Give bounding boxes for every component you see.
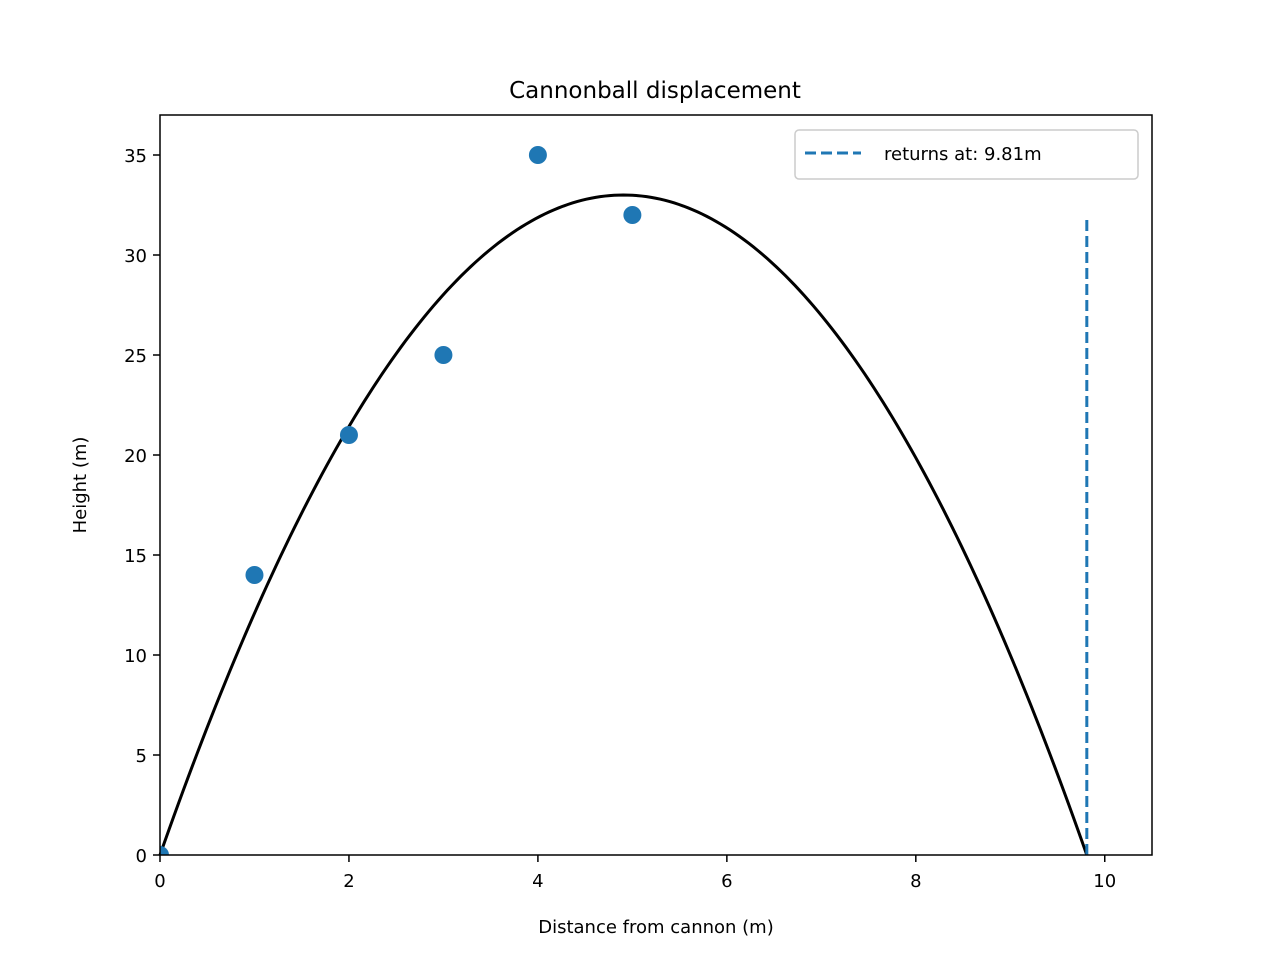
x-tick-label: 6 [721, 871, 732, 892]
y-tick-label: 5 [136, 746, 147, 767]
x-tick-label: 8 [910, 871, 921, 892]
legend: returns at: 9.81m [794, 129, 1139, 180]
y-axis: 0 5 10 15 20 25 30 35 [124, 146, 160, 867]
y-tick-label: 15 [124, 546, 147, 567]
x-axis-label: Distance from cannon (m) [538, 917, 774, 938]
data-point [160, 846, 169, 855]
y-tick-label: 35 [124, 146, 147, 167]
y-axis-label: Height (m) [70, 437, 91, 534]
x-tick-label: 4 [532, 871, 543, 892]
y-tick-label: 20 [124, 446, 147, 467]
legend-box [794, 129, 1139, 180]
y-tick-label: 10 [124, 646, 147, 667]
x-tick-label: 0 [154, 871, 165, 892]
y-tick-label: 30 [124, 246, 147, 267]
legend-entry-return: returns at: 9.81m [884, 144, 1042, 165]
plot-background [160, 115, 1152, 855]
data-point [623, 206, 642, 224]
y-tick-label: 25 [124, 346, 147, 367]
x-tick-label: 10 [1093, 871, 1116, 892]
data-point [528, 146, 547, 164]
data-point [245, 566, 264, 584]
data-point [434, 346, 453, 364]
plot-frame [159, 114, 1153, 856]
data-point [339, 426, 358, 444]
x-axis: 0 2 4 6 8 10 [154, 855, 1116, 892]
y-tick-label: 0 [136, 846, 147, 867]
fit-curve [158, 193, 1089, 856]
chart-title: Cannonball displacement [509, 78, 801, 104]
x-tick-label: 2 [343, 871, 354, 892]
series-layer [158, 146, 1089, 856]
plot-area [158, 114, 1153, 856]
